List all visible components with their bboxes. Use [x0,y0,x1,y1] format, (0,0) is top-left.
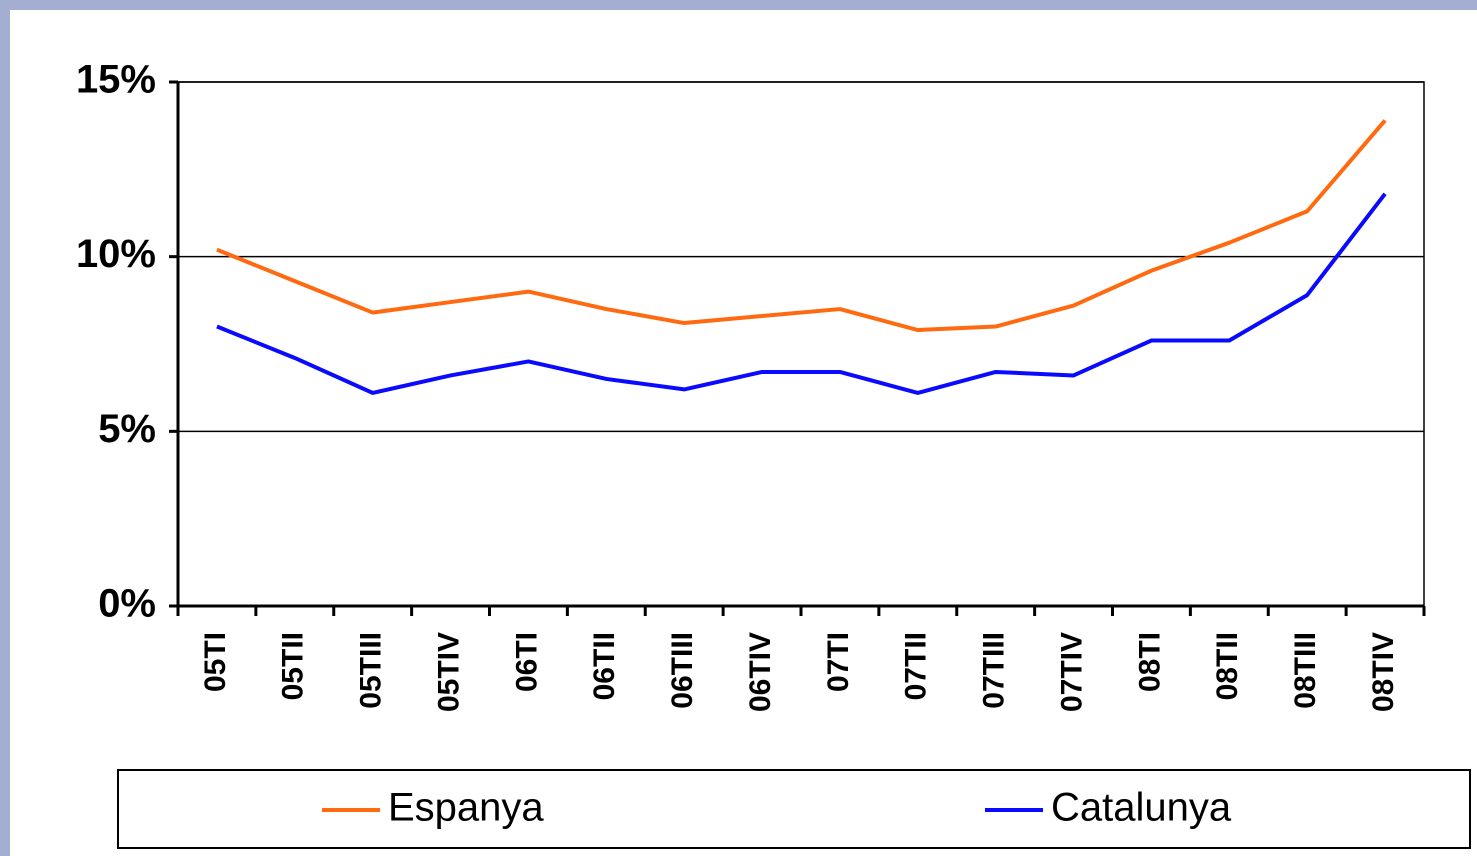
x-tick-label: 05TIII [355,632,388,709]
x-tick-label: 06TIV [744,632,777,712]
legend-label: Espanya [388,786,544,830]
x-tick-label: 05TI [199,632,232,692]
y-tick-label: 5% [98,407,156,451]
x-tick-label: 06TIII [666,632,699,709]
y-tick-label: 0% [98,582,156,626]
chart-background [10,10,1477,856]
x-tick-label: 05TIV [432,632,465,712]
x-tick-label: 05TII [277,632,310,700]
x-tick-label: 07TI [822,632,855,692]
series-line [216,192,1387,395]
y-tick-label: 15% [76,58,156,102]
x-tick-label: 07TIII [978,632,1011,709]
x-tick-label: 08TI [1133,632,1166,692]
legend-box [117,769,1471,849]
y-tick-label: 10% [76,232,156,276]
x-tick-label: 08TIII [1289,632,1322,709]
x-tick-label: 08TII [1211,632,1244,700]
x-tick-label: 07TII [900,632,933,700]
series-line [216,119,1387,333]
x-tick-label: 08TIV [1367,632,1400,712]
legend-label: Catalunya [1051,786,1232,830]
x-tick-label: 07TIV [1055,632,1088,712]
x-tick-label: 06TI [510,632,543,692]
x-tick-label: 06TII [588,632,621,700]
